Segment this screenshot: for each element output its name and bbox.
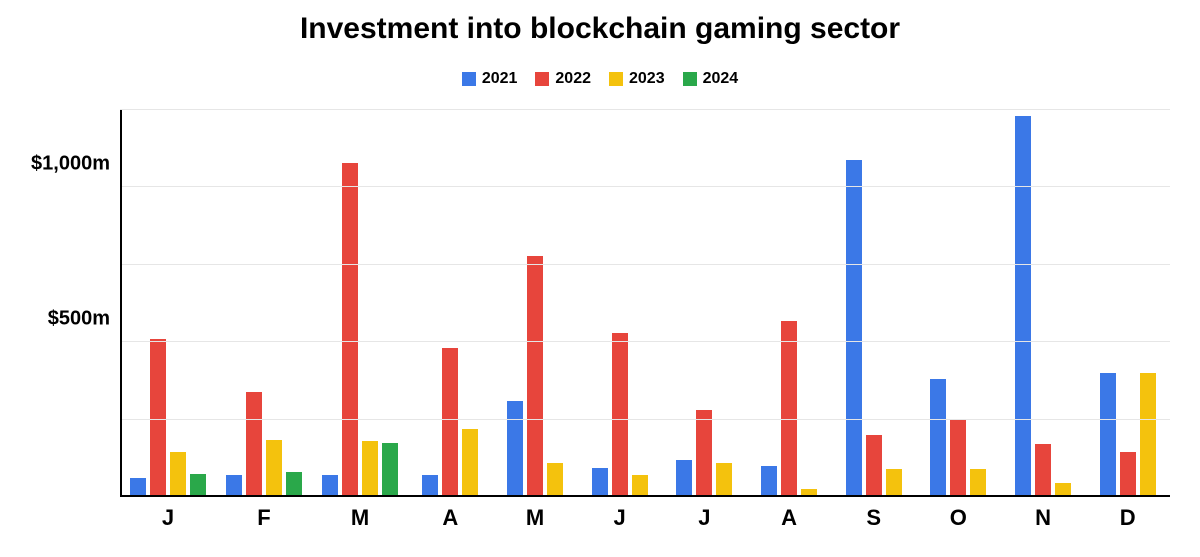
bar-group: D: [1085, 110, 1170, 497]
x-axis-label: N: [1035, 497, 1051, 531]
gridline: [120, 186, 1170, 187]
bar-group: A: [408, 110, 493, 497]
gridline: [120, 419, 1170, 420]
x-axis-label: D: [1120, 497, 1136, 531]
bar-2023: [1140, 373, 1156, 497]
bar-group: J: [662, 110, 747, 497]
y-axis: [120, 110, 122, 497]
bar-2022: [950, 420, 966, 497]
bar-2023: [716, 463, 732, 497]
bar-2022: [612, 333, 628, 497]
bar-2021: [930, 379, 946, 497]
x-axis-label: M: [351, 497, 369, 531]
x-axis-label: O: [950, 497, 967, 531]
bar-2022: [1035, 444, 1051, 497]
bar-2022: [866, 435, 882, 497]
bar-2024: [190, 474, 206, 497]
bar-2023: [632, 475, 648, 497]
y-axis-label: $500m: [48, 308, 120, 331]
bar-2021: [761, 466, 777, 497]
legend-label: 2021: [482, 70, 518, 88]
bar-2021: [322, 475, 338, 497]
legend: 2021 2022 2023 2024: [0, 70, 1200, 88]
bar-2022: [246, 392, 262, 497]
bar-2021: [676, 460, 692, 497]
bar-group: M: [312, 110, 408, 497]
legend-swatch: [609, 72, 623, 86]
bar-2021: [1015, 116, 1031, 497]
bar-2023: [170, 452, 186, 497]
bar-2021: [226, 475, 242, 497]
x-axis-label: J: [698, 497, 710, 531]
legend-swatch: [462, 72, 476, 86]
bar-group: O: [916, 110, 1001, 497]
bar-group: J: [120, 110, 216, 497]
gridline: [120, 109, 1170, 110]
legend-item-2021: 2021: [462, 70, 518, 88]
bar-2023: [886, 469, 902, 497]
bar-group: J: [577, 110, 662, 497]
chart-container: Investment into blockchain gaming sector…: [0, 0, 1200, 557]
x-axis-label: J: [162, 497, 174, 531]
legend-item-2024: 2024: [683, 70, 739, 88]
bar-group: N: [1001, 110, 1086, 497]
gridline: [120, 264, 1170, 265]
legend-label: 2022: [555, 70, 591, 88]
bar-2021: [507, 401, 523, 497]
bar-2022: [527, 256, 543, 497]
legend-item-2023: 2023: [609, 70, 665, 88]
legend-label: 2023: [629, 70, 665, 88]
y-axis-label: $1,000m: [31, 153, 120, 176]
bar-2022: [342, 163, 358, 497]
legend-swatch: [683, 72, 697, 86]
x-axis: [120, 495, 1170, 497]
bar-2023: [362, 441, 378, 497]
bar-2021: [592, 468, 608, 497]
bar-2022: [1120, 452, 1136, 497]
bar-2024: [382, 443, 398, 497]
bar-2024: [286, 472, 302, 497]
x-axis-label: F: [257, 497, 270, 531]
x-axis-label: J: [614, 497, 626, 531]
bar-group: M: [493, 110, 578, 497]
gridline: [120, 341, 1170, 342]
legend-swatch: [535, 72, 549, 86]
bar-2022: [442, 348, 458, 497]
bar-2023: [266, 440, 282, 497]
legend-item-2022: 2022: [535, 70, 591, 88]
x-axis-label: S: [866, 497, 881, 531]
bar-2021: [1100, 373, 1116, 497]
x-axis-label: A: [781, 497, 797, 531]
bar-group: F: [216, 110, 312, 497]
bar-2022: [696, 410, 712, 497]
bar-group: S: [831, 110, 916, 497]
legend-label: 2024: [703, 70, 739, 88]
bar-2021: [846, 160, 862, 497]
bar-2022: [781, 321, 797, 497]
bar-2023: [462, 429, 478, 497]
bar-2023: [547, 463, 563, 497]
plot-area: JFMAMJJASOND $500m$1,000m: [120, 110, 1170, 497]
x-axis-label: A: [442, 497, 458, 531]
x-axis-label: M: [526, 497, 544, 531]
bar-2023: [970, 469, 986, 497]
bar-group: A: [747, 110, 832, 497]
bar-2021: [422, 475, 438, 497]
chart-title: Investment into blockchain gaming sector: [0, 12, 1200, 46]
